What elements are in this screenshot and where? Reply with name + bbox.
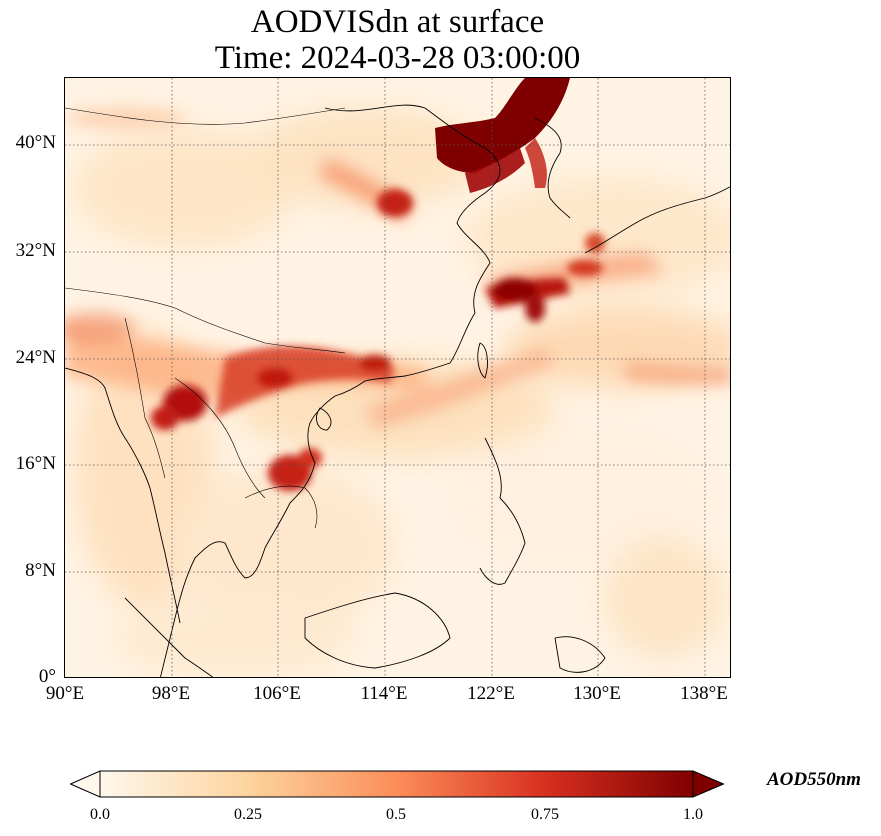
philippines-coast [479, 437, 526, 585]
border-cambodia [244, 485, 318, 529]
colorbar-tick-1.0: 1.0 [683, 806, 703, 823]
title-line-1: AODVISdn at surface [250, 4, 545, 40]
title-line-2: Time: 2024-03-28 03:00:00 [214, 40, 581, 76]
gridlines [65, 78, 730, 677]
lon-label-138E: 138°E [680, 683, 728, 704]
aod-field-strong [151, 189, 605, 491]
lat-label-16N: 16°N [15, 453, 56, 474]
aod-field-max [435, 78, 570, 193]
lon-label-98E: 98°E [151, 683, 191, 704]
border-myanmar [124, 317, 166, 479]
borneo-coast [304, 592, 451, 669]
lon-label-114E: 114°E [360, 683, 408, 704]
colorbar-tick-0.5: 0.5 [386, 806, 406, 823]
lon-label-122E: 122°E [467, 683, 515, 704]
lon-label-106E: 106°E [253, 683, 301, 704]
hainan-coast [316, 407, 332, 431]
japan-coastline [584, 186, 730, 254]
lon-label-130E: 130°E [573, 683, 621, 704]
sulawesi-coast [554, 636, 606, 673]
coastlines [65, 104, 730, 677]
colorbar-extend-min [69, 770, 101, 798]
lat-label-40N: 40°N [15, 132, 56, 153]
colorbar-tick-0: 0.0 [90, 806, 110, 823]
lon-label-90E: 90°E [45, 683, 85, 704]
lat-label-32N: 32°N [15, 240, 56, 261]
colorbar [69, 769, 725, 799]
taiwan-coast [477, 342, 488, 379]
korea-coastline [534, 117, 571, 219]
colorbar-svg [69, 770, 725, 798]
lat-label-24N: 24°N [15, 347, 56, 368]
colorbar-tick-0.25: 0.25 [234, 806, 262, 823]
border-mongolia [65, 107, 346, 125]
colorbar-tick-0.75: 0.75 [531, 806, 559, 823]
border-laos-thailand [174, 377, 266, 499]
borders [65, 107, 346, 529]
colorbar-gradient [99, 770, 694, 798]
lat-label-0: 0° [38, 666, 56, 687]
aod-map [64, 77, 731, 678]
sumatra-coast [124, 597, 214, 677]
border-china-south [65, 287, 346, 354]
mainland-coastline [160, 104, 501, 677]
aod-map-canvas [65, 78, 730, 677]
map-title: AODVISdn at surface Time: 2024-03-28 03:… [64, 4, 731, 76]
bay-of-bengal-coast [65, 367, 181, 624]
colorbar-label: AOD550nm [767, 769, 861, 790]
lat-label-8N: 8°N [25, 560, 56, 581]
colorbar-extend-max [692, 770, 725, 798]
